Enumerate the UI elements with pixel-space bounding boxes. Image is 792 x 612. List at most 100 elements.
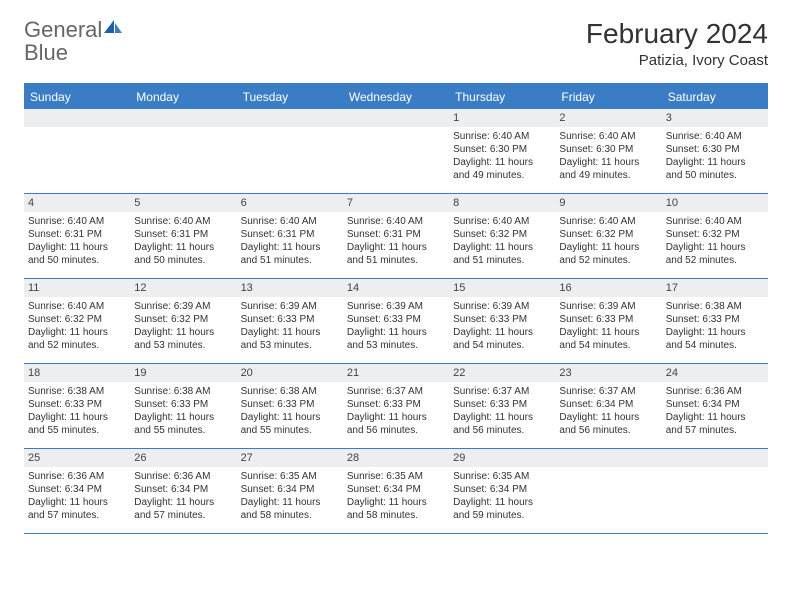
daylight-text: Daylight: 11 hours and 53 minutes. <box>347 326 445 352</box>
day-number: 20 <box>237 364 343 382</box>
day-number <box>130 109 236 127</box>
day-number: 1 <box>449 109 555 127</box>
sunset-text: Sunset: 6:31 PM <box>241 228 339 241</box>
daylight-text: Daylight: 11 hours and 54 minutes. <box>559 326 657 352</box>
sunset-text: Sunset: 6:32 PM <box>453 228 551 241</box>
weekday-monday: Monday <box>130 85 236 109</box>
sunset-text: Sunset: 6:34 PM <box>666 398 764 411</box>
weekday-saturday: Saturday <box>662 85 768 109</box>
sail-icon <box>102 18 124 41</box>
weeks-container: 1Sunrise: 6:40 AMSunset: 6:30 PMDaylight… <box>24 109 768 534</box>
day-cell: 15Sunrise: 6:39 AMSunset: 6:33 PMDayligh… <box>449 279 555 363</box>
day-number <box>24 109 130 127</box>
day-cell: 27Sunrise: 6:35 AMSunset: 6:34 PMDayligh… <box>237 449 343 533</box>
daylight-text: Daylight: 11 hours and 57 minutes. <box>134 496 232 522</box>
sunset-text: Sunset: 6:32 PM <box>134 313 232 326</box>
sunrise-text: Sunrise: 6:38 AM <box>241 385 339 398</box>
day-number: 23 <box>555 364 661 382</box>
daylight-text: Daylight: 11 hours and 53 minutes. <box>134 326 232 352</box>
day-cell <box>24 109 130 193</box>
day-number: 2 <box>555 109 661 127</box>
day-number: 10 <box>662 194 768 212</box>
day-number: 4 <box>24 194 130 212</box>
day-cell: 19Sunrise: 6:38 AMSunset: 6:33 PMDayligh… <box>130 364 236 448</box>
weekday-tuesday: Tuesday <box>237 85 343 109</box>
weekday-sunday: Sunday <box>24 85 130 109</box>
day-number: 29 <box>449 449 555 467</box>
calendar: Sunday Monday Tuesday Wednesday Thursday… <box>24 83 768 534</box>
weekday-thursday: Thursday <box>449 85 555 109</box>
day-number: 19 <box>130 364 236 382</box>
day-cell: 20Sunrise: 6:38 AMSunset: 6:33 PMDayligh… <box>237 364 343 448</box>
day-cell: 13Sunrise: 6:39 AMSunset: 6:33 PMDayligh… <box>237 279 343 363</box>
day-number: 7 <box>343 194 449 212</box>
sunrise-text: Sunrise: 6:38 AM <box>28 385 126 398</box>
sunset-text: Sunset: 6:33 PM <box>241 313 339 326</box>
day-number: 26 <box>130 449 236 467</box>
day-cell <box>343 109 449 193</box>
sunset-text: Sunset: 6:30 PM <box>666 143 764 156</box>
daylight-text: Daylight: 11 hours and 49 minutes. <box>559 156 657 182</box>
sunrise-text: Sunrise: 6:40 AM <box>666 215 764 228</box>
sunset-text: Sunset: 6:32 PM <box>28 313 126 326</box>
day-number: 25 <box>24 449 130 467</box>
sunrise-text: Sunrise: 6:39 AM <box>241 300 339 313</box>
sunrise-text: Sunrise: 6:40 AM <box>241 215 339 228</box>
sunset-text: Sunset: 6:31 PM <box>134 228 232 241</box>
sunset-text: Sunset: 6:33 PM <box>347 398 445 411</box>
sunrise-text: Sunrise: 6:36 AM <box>666 385 764 398</box>
logo-word2: Blue <box>24 40 68 65</box>
sunrise-text: Sunrise: 6:40 AM <box>453 130 551 143</box>
daylight-text: Daylight: 11 hours and 54 minutes. <box>453 326 551 352</box>
day-number: 22 <box>449 364 555 382</box>
day-number: 21 <box>343 364 449 382</box>
day-cell: 2Sunrise: 6:40 AMSunset: 6:30 PMDaylight… <box>555 109 661 193</box>
day-cell: 14Sunrise: 6:39 AMSunset: 6:33 PMDayligh… <box>343 279 449 363</box>
logo: General Blue <box>24 18 124 65</box>
sunset-text: Sunset: 6:30 PM <box>453 143 551 156</box>
sunset-text: Sunset: 6:30 PM <box>559 143 657 156</box>
week-row: 18Sunrise: 6:38 AMSunset: 6:33 PMDayligh… <box>24 364 768 449</box>
daylight-text: Daylight: 11 hours and 51 minutes. <box>347 241 445 267</box>
day-cell: 3Sunrise: 6:40 AMSunset: 6:30 PMDaylight… <box>662 109 768 193</box>
day-cell: 12Sunrise: 6:39 AMSunset: 6:32 PMDayligh… <box>130 279 236 363</box>
daylight-text: Daylight: 11 hours and 51 minutes. <box>453 241 551 267</box>
sunrise-text: Sunrise: 6:38 AM <box>134 385 232 398</box>
sunset-text: Sunset: 6:31 PM <box>347 228 445 241</box>
sunrise-text: Sunrise: 6:40 AM <box>28 300 126 313</box>
sunset-text: Sunset: 6:33 PM <box>453 398 551 411</box>
sunrise-text: Sunrise: 6:36 AM <box>28 470 126 483</box>
day-cell: 16Sunrise: 6:39 AMSunset: 6:33 PMDayligh… <box>555 279 661 363</box>
sunset-text: Sunset: 6:32 PM <box>666 228 764 241</box>
sunset-text: Sunset: 6:34 PM <box>241 483 339 496</box>
weekday-wednesday: Wednesday <box>343 85 449 109</box>
weekday-friday: Friday <box>555 85 661 109</box>
daylight-text: Daylight: 11 hours and 52 minutes. <box>28 326 126 352</box>
sunrise-text: Sunrise: 6:35 AM <box>453 470 551 483</box>
day-cell: 28Sunrise: 6:35 AMSunset: 6:34 PMDayligh… <box>343 449 449 533</box>
day-number: 17 <box>662 279 768 297</box>
daylight-text: Daylight: 11 hours and 52 minutes. <box>559 241 657 267</box>
daylight-text: Daylight: 11 hours and 55 minutes. <box>241 411 339 437</box>
sunrise-text: Sunrise: 6:40 AM <box>453 215 551 228</box>
day-cell: 7Sunrise: 6:40 AMSunset: 6:31 PMDaylight… <box>343 194 449 278</box>
day-number <box>555 449 661 467</box>
day-number: 24 <box>662 364 768 382</box>
logo-text-block: General Blue <box>24 18 124 65</box>
day-number: 13 <box>237 279 343 297</box>
page-title: February 2024 <box>586 18 768 50</box>
day-number: 12 <box>130 279 236 297</box>
daylight-text: Daylight: 11 hours and 50 minutes. <box>28 241 126 267</box>
sunset-text: Sunset: 6:34 PM <box>559 398 657 411</box>
day-cell: 22Sunrise: 6:37 AMSunset: 6:33 PMDayligh… <box>449 364 555 448</box>
sunrise-text: Sunrise: 6:39 AM <box>453 300 551 313</box>
daylight-text: Daylight: 11 hours and 51 minutes. <box>241 241 339 267</box>
title-block: February 2024 Patizia, Ivory Coast <box>586 18 768 69</box>
daylight-text: Daylight: 11 hours and 56 minutes. <box>453 411 551 437</box>
logo-word1: General <box>24 17 102 42</box>
sunset-text: Sunset: 6:34 PM <box>134 483 232 496</box>
day-cell <box>662 449 768 533</box>
sunrise-text: Sunrise: 6:40 AM <box>559 215 657 228</box>
day-number <box>662 449 768 467</box>
daylight-text: Daylight: 11 hours and 58 minutes. <box>241 496 339 522</box>
